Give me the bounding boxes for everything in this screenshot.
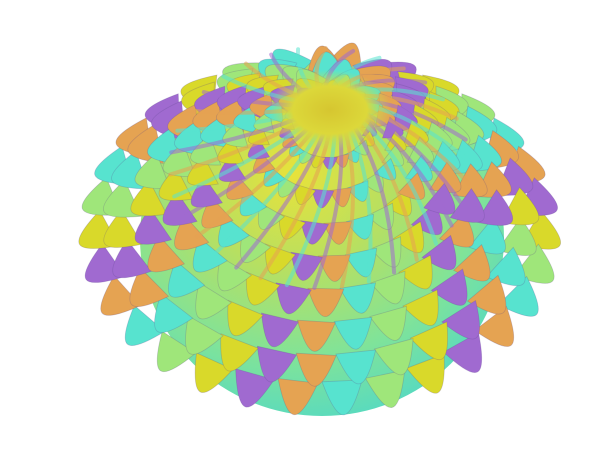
- spike: [264, 243, 297, 275]
- spike: [154, 293, 194, 333]
- spike: [134, 207, 173, 245]
- spike: [321, 379, 363, 416]
- spike: [124, 304, 166, 346]
- spike: [370, 270, 406, 305]
- spike: [220, 333, 259, 372]
- spike: [134, 152, 171, 190]
- spike: [275, 282, 312, 315]
- spike: [257, 202, 286, 230]
- spike: [402, 289, 439, 326]
- spike: [235, 368, 275, 408]
- spike: [245, 271, 281, 306]
- spike: [473, 305, 515, 347]
- spike: [103, 209, 143, 248]
- spike: [430, 268, 468, 306]
- spike: [147, 234, 186, 273]
- spike: [441, 299, 480, 340]
- spike: [185, 315, 224, 355]
- spike: [194, 352, 234, 393]
- spike: [295, 352, 337, 387]
- spike: [100, 275, 142, 316]
- spike: [442, 331, 483, 373]
- spike: [373, 338, 414, 376]
- spike: [217, 256, 253, 292]
- spike: [192, 237, 228, 273]
- spike: [190, 134, 222, 166]
- spike: [261, 312, 300, 348]
- spike: [369, 305, 407, 341]
- spike: [296, 319, 336, 352]
- polar-cap: [268, 70, 392, 150]
- spike: [364, 369, 406, 408]
- spike: [307, 287, 345, 318]
- spike: [167, 260, 206, 298]
- spike: [485, 246, 526, 287]
- spike: [409, 321, 448, 361]
- spike: [398, 254, 433, 290]
- spike: [277, 378, 319, 416]
- spike: [405, 353, 445, 394]
- spike: [256, 345, 298, 383]
- spike: [195, 281, 233, 320]
- spike: [130, 179, 168, 217]
- spike: [112, 238, 153, 279]
- spike: [339, 282, 377, 314]
- spike: [497, 275, 539, 317]
- spike: [333, 316, 373, 350]
- spike: [156, 330, 197, 373]
- spike: [466, 274, 507, 315]
- spike: [392, 220, 425, 254]
- spike: [129, 267, 170, 307]
- spike: [449, 187, 485, 223]
- spike: [468, 217, 506, 255]
- spike: [423, 182, 456, 215]
- spike: [227, 299, 264, 337]
- spike: [329, 187, 353, 208]
- spike: [475, 189, 514, 226]
- spike: [335, 349, 377, 385]
